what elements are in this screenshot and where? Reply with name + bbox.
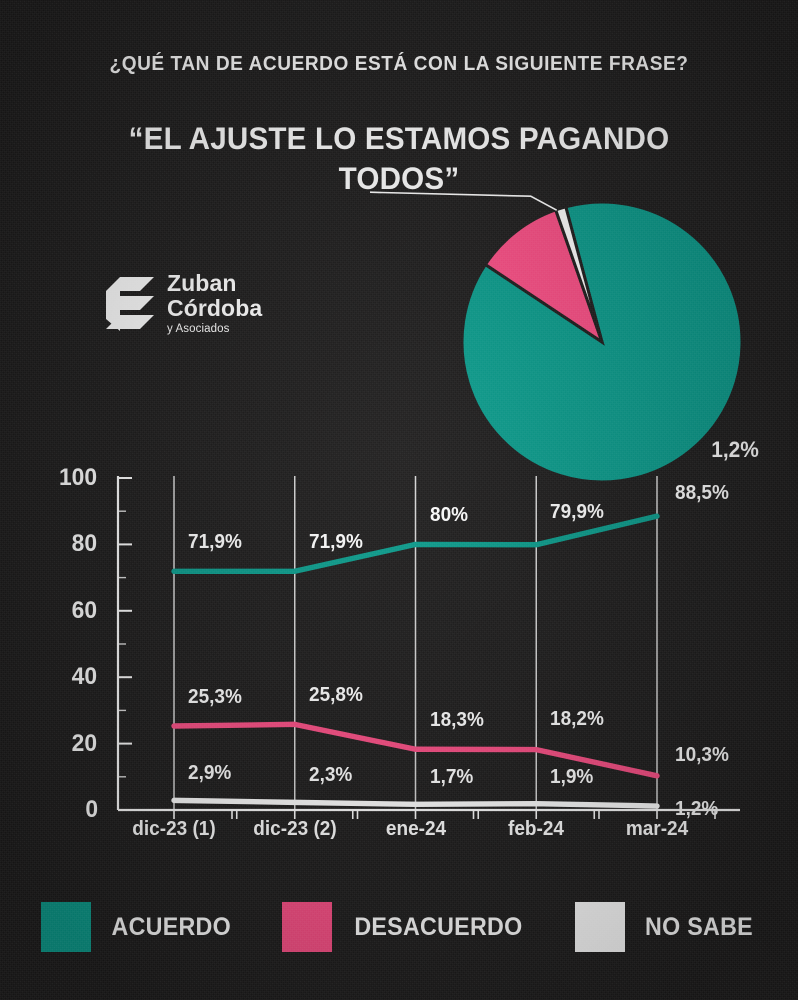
legend-label-acuerdo: ACUERDO	[111, 912, 232, 941]
data-label-acuerdo-1: 71,9%	[308, 531, 363, 554]
page-title: “EL AJUSTE LO ESTAMOS PAGANDO TODOS”	[103, 118, 695, 199]
x-axis-tick-3: feb-24	[508, 818, 565, 840]
data-label-acuerdo-0: 71,9%	[188, 531, 242, 554]
y-axis-tick-80: 80	[71, 530, 98, 558]
data-label-no sabe-1: 2,3%	[308, 764, 353, 787]
data-label-acuerdo-4: 88,5%	[675, 482, 729, 505]
logo-line-2: Córdoba	[167, 295, 263, 321]
data-label-no sabe-0: 2,9%	[188, 762, 232, 785]
y-axis-tick-60: 60	[71, 596, 98, 624]
zuban-cordoba-logo-icon	[106, 276, 154, 331]
data-label-desacuerdo-2: 18,3%	[429, 709, 484, 732]
x-axis-tick-0: dic-23 (1)	[132, 818, 216, 840]
legend-swatch-nosabe	[574, 902, 625, 952]
chart-legend: ACUERDO DESACUERDO NO SABE	[0, 898, 798, 956]
data-label-desacuerdo-1: 25,8%	[308, 684, 363, 707]
data-label-no sabe-2: 1,7%	[429, 766, 473, 789]
data-label-acuerdo-2: 80%	[429, 504, 468, 527]
logo-line-1: Zuban	[167, 270, 237, 296]
y-axis-labels: 0 20 40 60 80 100	[52, 452, 98, 852]
x-axis-tick-1: dic-23 (2)	[253, 818, 337, 840]
chart-series	[171, 513, 660, 809]
page-kicker: ¿QUÉ TAN DE ACUERDO ESTÁ CON LA SIGUIENT…	[109, 52, 689, 75]
line-chart	[0, 452, 798, 852]
x-axis-labels: dic-23 (1) dic-23 (2) ene-24 feb-24 mar-24	[0, 818, 798, 852]
headline-line-1: “EL AJUSTE LO ESTAMOS PAGANDO	[128, 120, 670, 156]
pie-chart: 88,5% 10,3% 1,2%	[340, 185, 780, 495]
chart-axes	[116, 476, 740, 819]
y-axis-tick-100: 100	[58, 464, 97, 491]
headline-line-2: TODOS”	[338, 160, 460, 197]
y-axis-tick-40: 40	[71, 663, 98, 691]
y-axis-tick-20: 20	[71, 729, 98, 757]
legend-swatch-desacuerdo	[281, 902, 332, 952]
legend-item-desacuerdo: DESACUERDO	[281, 902, 529, 952]
data-label-no sabe-4: 1,2%	[675, 798, 719, 821]
legend-swatch-acuerdo	[41, 902, 92, 952]
x-axis-tick-2: ene-24	[385, 818, 446, 840]
chart-gridlines	[173, 476, 658, 810]
legend-item-nosabe: NO SABE	[574, 902, 757, 952]
legend-item-acuerdo: ACUERDO	[41, 902, 236, 952]
data-label-no sabe-3: 1,9%	[550, 765, 594, 788]
legend-label-desacuerdo: DESACUERDO	[354, 912, 523, 941]
data-label-acuerdo-3: 79,9%	[550, 500, 605, 523]
pie-chart-svg	[369, 191, 744, 484]
y-axis-tick-0: 0	[84, 796, 98, 823]
pie-label-nosabe: 1,2%	[711, 437, 759, 462]
data-label-desacuerdo-3: 18,2%	[550, 707, 605, 730]
pie-leader-line	[369, 191, 558, 211]
pie-slice-desacuerdo	[483, 207, 605, 346]
logo-wordmark: Zuban Córdoba y Asociados	[167, 272, 262, 336]
data-label-desacuerdo-4: 10,3%	[675, 743, 729, 766]
data-label-desacuerdo-0: 25,3%	[188, 686, 242, 708]
line-chart-svg	[116, 476, 740, 819]
logo-line-3: y Asociados	[167, 323, 230, 335]
legend-label-nosabe: NO SABE	[644, 912, 753, 941]
x-axis-tick-4: mar-24	[625, 818, 689, 840]
brand-logo: Zuban Córdoba y Asociados	[104, 272, 262, 336]
